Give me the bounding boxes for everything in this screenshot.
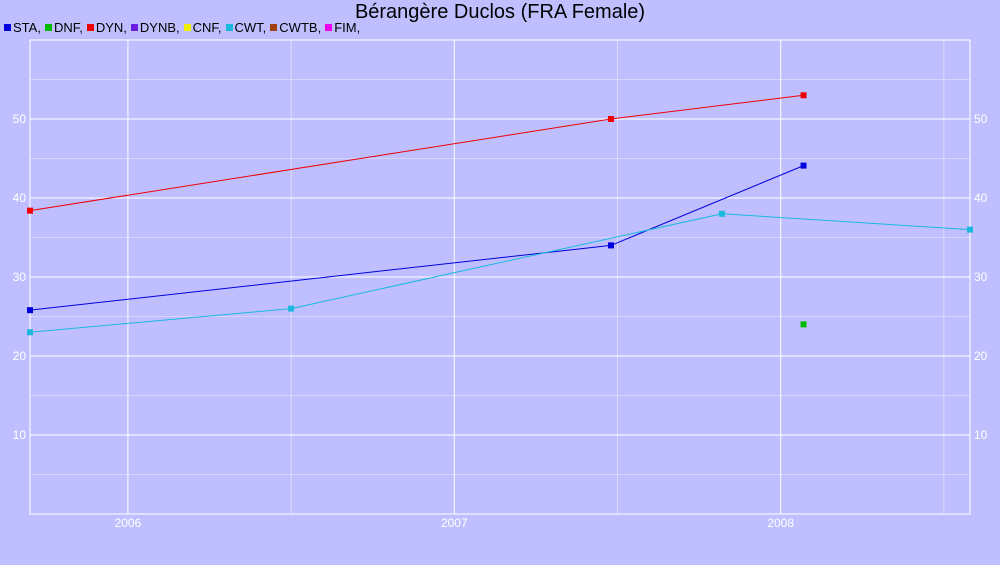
legend-swatch bbox=[225, 24, 233, 31]
legend-item: STA, bbox=[4, 20, 41, 35]
legend-item: CWTB, bbox=[270, 20, 321, 35]
legend-label: CWT, bbox=[234, 20, 267, 35]
series-line-cwt bbox=[29, 213, 971, 333]
data-point-cwt bbox=[967, 226, 973, 233]
series-line-sta bbox=[29, 165, 804, 311]
legend-item: DYNB, bbox=[130, 20, 180, 35]
legend-swatch bbox=[130, 24, 138, 31]
legend-swatch bbox=[325, 24, 333, 31]
data-point-dyn bbox=[27, 207, 33, 214]
y-tick-label-right: 10 bbox=[974, 428, 988, 442]
legend-item: CWT, bbox=[225, 20, 267, 35]
x-tick-label: 2007 bbox=[441, 516, 468, 530]
legend-label: CWTB, bbox=[279, 20, 322, 35]
legend-label: DNF, bbox=[53, 20, 83, 35]
legend-item: DNF, bbox=[44, 20, 83, 35]
legend-swatch bbox=[270, 24, 278, 31]
data-point-sta bbox=[607, 242, 614, 249]
y-tick-label-right: 30 bbox=[974, 270, 988, 284]
legend-label: DYN, bbox=[95, 20, 127, 35]
data-point-cwt bbox=[718, 210, 725, 217]
legend-swatch bbox=[44, 24, 52, 31]
chart-title: Bérangère Duclos (FRA Female) bbox=[354, 1, 646, 23]
legend-label: FIM, bbox=[334, 20, 361, 35]
legend-swatch bbox=[183, 24, 191, 31]
y-tick-label: 50 bbox=[13, 112, 27, 126]
y-tick-label: 40 bbox=[13, 191, 27, 205]
x-tick-label: 2008 bbox=[767, 516, 794, 530]
legend-swatch bbox=[86, 24, 94, 31]
data-point-sta bbox=[800, 162, 807, 169]
legend-item: DYN, bbox=[86, 20, 127, 35]
y-tick-label: 20 bbox=[13, 349, 27, 363]
legend-label: STA, bbox=[13, 20, 41, 35]
legend-label: CNF, bbox=[192, 20, 222, 35]
y-tick-label: 30 bbox=[13, 270, 27, 284]
series-line-dyn bbox=[29, 94, 804, 212]
x-tick-label: 2006 bbox=[115, 516, 142, 530]
data-point-dyn bbox=[607, 116, 614, 122]
legend-swatch bbox=[4, 24, 11, 31]
y-tick-label-right: 50 bbox=[974, 112, 988, 126]
data-point-dyn bbox=[800, 92, 807, 99]
legend-label: DYNB, bbox=[139, 20, 180, 35]
legend-item: CNF, bbox=[183, 20, 222, 35]
y-tick-label: 10 bbox=[13, 428, 27, 442]
data-point-cwt bbox=[288, 305, 295, 312]
data-point-cwt bbox=[27, 329, 33, 336]
legend-item: FIM, bbox=[325, 20, 360, 35]
y-tick-label-right: 20 bbox=[974, 349, 988, 363]
data-point-sta bbox=[27, 307, 33, 314]
legend: STA, DNF, DYN, DYNB, CNF, CWT, CWTB, FIM, bbox=[4, 20, 364, 35]
data-point-dnf bbox=[800, 321, 807, 328]
y-tick-label-right: 40 bbox=[974, 191, 988, 205]
plot-border bbox=[29, 39, 971, 515]
